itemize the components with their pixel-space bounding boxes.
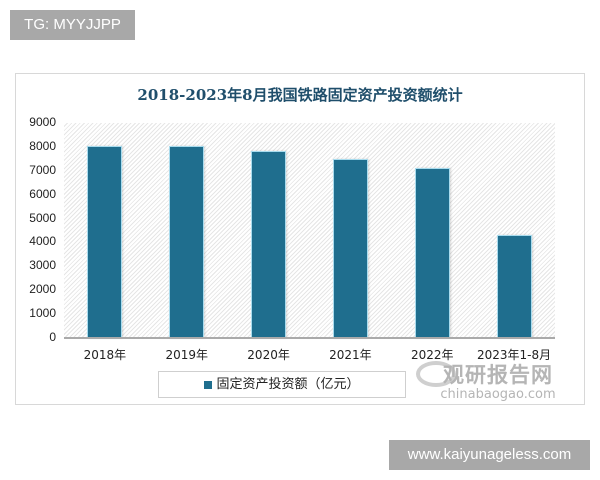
- legend-swatch-icon: [204, 380, 213, 389]
- y-tick-label: 2000: [29, 282, 56, 297]
- x-tick-label: 2022年: [410, 348, 454, 362]
- y-tick-label: 9000: [29, 115, 56, 129]
- x-axis-line: [64, 337, 555, 339]
- watermark-en: chinabaogao.com: [440, 387, 556, 402]
- y-tick-label: 3000: [29, 258, 56, 273]
- y-tick-label: 1000: [29, 306, 56, 321]
- legend-label: 固定资产投资额（亿元）: [216, 377, 360, 392]
- x-tick-label: 2021年: [329, 348, 372, 362]
- y-tick-label: 8000: [29, 138, 56, 153]
- y-tick-label: 5000: [29, 210, 56, 225]
- plot-area: [64, 123, 555, 338]
- top-left-tag: TG: MYYJJPP: [10, 10, 135, 40]
- x-tick-label: 2023年1-8月: [477, 348, 552, 362]
- y-tick-label: 6000: [29, 186, 56, 201]
- legend: 固定资产投资额（亿元）: [158, 371, 406, 398]
- bar: [87, 146, 123, 338]
- bar: [332, 159, 368, 338]
- bar: [414, 168, 450, 338]
- y-tick-label: 0: [49, 330, 56, 344]
- x-tick-label: 2020年: [247, 348, 290, 362]
- watermark: 观研报告网 chinabaogao.com: [418, 359, 578, 402]
- chart-title: 2018-2023年8月我国铁路固定资产投资额统计: [137, 86, 463, 104]
- bar: [496, 235, 532, 338]
- x-tick-label: 2019年: [165, 348, 209, 362]
- y-tick-label: 4000: [29, 234, 56, 249]
- y-tick-label: 7000: [29, 162, 56, 177]
- x-tick-label: 2018年: [83, 348, 127, 362]
- chart-frame: 2018-2023年8月我国铁路固定资产投资额统计 9000 8000 7000 60…: [15, 73, 585, 405]
- bar: [251, 151, 287, 338]
- watermark-cn: 观研报告网: [443, 363, 553, 387]
- bottom-right-tag: www.kaiyunageless.com: [389, 440, 590, 470]
- bar: [169, 146, 205, 338]
- watermark-logo-icon: [416, 361, 456, 387]
